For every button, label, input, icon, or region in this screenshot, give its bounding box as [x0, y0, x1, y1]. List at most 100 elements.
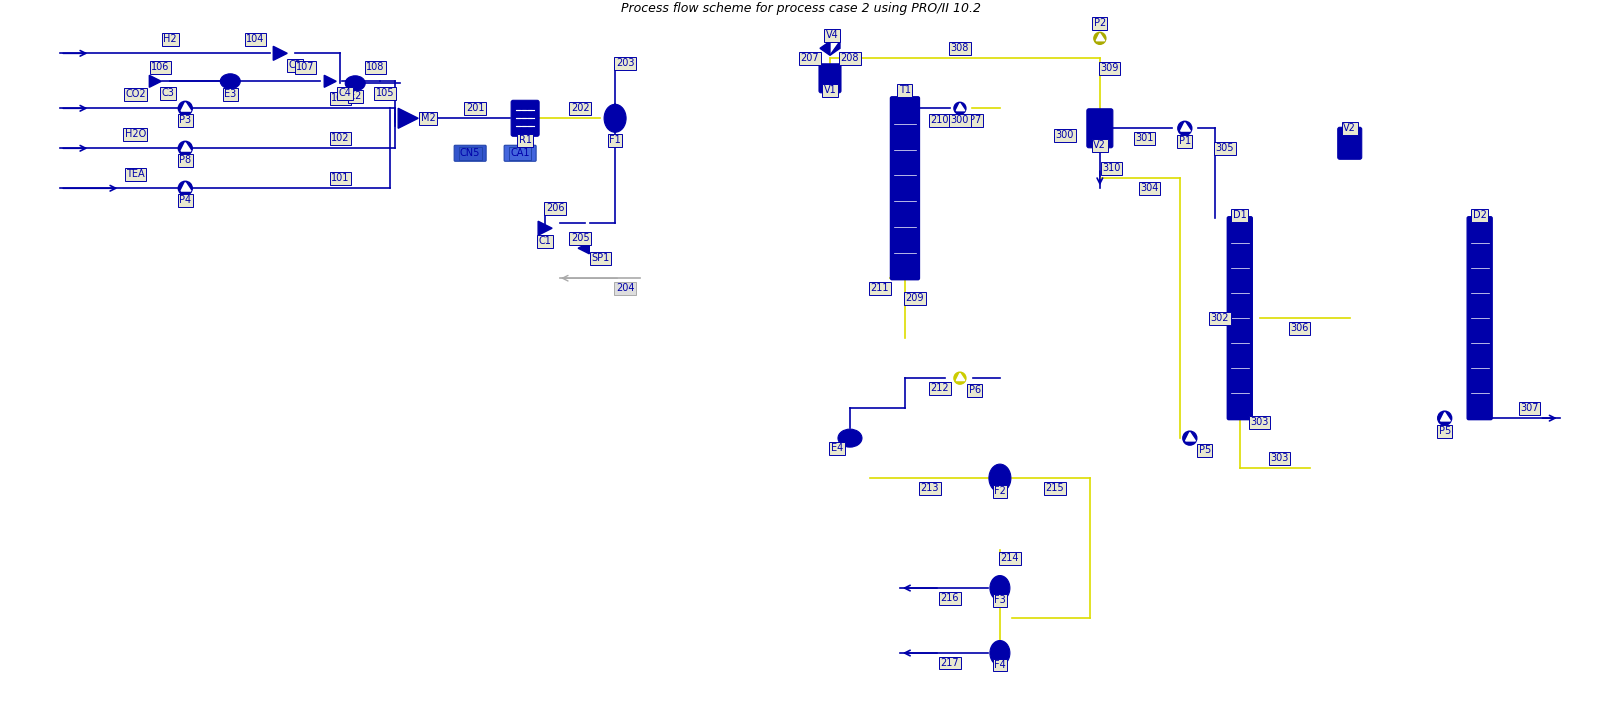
Polygon shape — [821, 42, 830, 55]
Text: E4: E4 — [830, 443, 843, 453]
Text: 307: 307 — [1520, 403, 1539, 413]
Text: C3: C3 — [162, 88, 175, 98]
Polygon shape — [273, 47, 287, 60]
Text: E2: E2 — [349, 91, 361, 101]
Text: C2: C2 — [289, 60, 301, 70]
Text: P3: P3 — [180, 116, 191, 125]
Text: 215: 215 — [1045, 483, 1064, 493]
Text: 210: 210 — [931, 116, 949, 125]
Text: CA1: CA1 — [510, 149, 531, 158]
Ellipse shape — [604, 104, 627, 132]
Circle shape — [1438, 411, 1452, 425]
Polygon shape — [579, 243, 590, 254]
Text: V1: V1 — [824, 85, 837, 95]
Circle shape — [178, 101, 192, 116]
FancyBboxPatch shape — [1467, 217, 1492, 419]
Ellipse shape — [991, 576, 1010, 600]
Ellipse shape — [838, 429, 862, 447]
Text: P7: P7 — [968, 116, 981, 125]
Text: Process flow scheme for process case 2 using PRO/II 10.2: Process flow scheme for process case 2 u… — [620, 2, 981, 15]
FancyBboxPatch shape — [890, 97, 920, 280]
Text: 205: 205 — [571, 233, 590, 243]
Text: 300: 300 — [951, 116, 970, 125]
Text: C4: C4 — [338, 88, 351, 98]
Text: 300: 300 — [1056, 130, 1074, 140]
Text: 303: 303 — [1271, 453, 1289, 463]
FancyBboxPatch shape — [454, 145, 486, 162]
Ellipse shape — [989, 464, 1011, 492]
Text: 204: 204 — [616, 283, 635, 293]
FancyBboxPatch shape — [1228, 217, 1252, 419]
Polygon shape — [181, 182, 191, 191]
Circle shape — [1093, 32, 1106, 45]
Text: P5: P5 — [1438, 426, 1451, 436]
Text: 209: 209 — [906, 293, 925, 303]
FancyBboxPatch shape — [1087, 109, 1112, 148]
Text: 216: 216 — [941, 593, 959, 603]
Text: V4: V4 — [826, 30, 838, 40]
Text: 208: 208 — [840, 53, 859, 63]
Text: 304: 304 — [1141, 183, 1159, 193]
FancyBboxPatch shape — [503, 145, 535, 162]
Polygon shape — [539, 221, 551, 236]
Polygon shape — [957, 373, 965, 381]
Text: D2: D2 — [1473, 210, 1486, 220]
Text: 302: 302 — [1210, 313, 1230, 323]
Polygon shape — [1186, 432, 1196, 441]
Circle shape — [954, 372, 967, 384]
Text: T1: T1 — [899, 85, 911, 95]
Text: F2: F2 — [994, 486, 1005, 496]
Text: TEA: TEA — [127, 169, 144, 180]
Text: 108: 108 — [365, 62, 385, 73]
Text: E3: E3 — [224, 89, 236, 99]
Polygon shape — [830, 42, 840, 55]
Polygon shape — [1096, 34, 1104, 41]
Text: F1: F1 — [609, 135, 620, 145]
Text: 211: 211 — [870, 283, 890, 293]
Text: M2: M2 — [422, 113, 436, 123]
Text: 309: 309 — [1101, 63, 1119, 73]
Text: 107: 107 — [297, 62, 314, 73]
Text: P1: P1 — [1178, 136, 1191, 146]
Text: 203: 203 — [616, 58, 635, 68]
Text: CO2: CO2 — [125, 89, 146, 99]
Ellipse shape — [220, 74, 240, 89]
Text: 303: 303 — [1250, 417, 1270, 427]
Ellipse shape — [991, 640, 1010, 666]
Circle shape — [1183, 431, 1197, 445]
Text: 105: 105 — [377, 88, 394, 98]
Text: 217: 217 — [941, 658, 959, 668]
Text: 202: 202 — [571, 103, 590, 113]
Text: 310: 310 — [1103, 163, 1120, 173]
Text: 213: 213 — [920, 483, 939, 493]
Polygon shape — [398, 108, 418, 129]
Text: H2: H2 — [164, 34, 176, 45]
Text: P6: P6 — [968, 385, 981, 395]
FancyBboxPatch shape — [511, 101, 539, 136]
Text: D1: D1 — [1233, 210, 1247, 220]
Text: P8: P8 — [180, 155, 191, 165]
Text: CN5: CN5 — [460, 149, 481, 158]
Text: 102: 102 — [330, 134, 349, 144]
Text: P2: P2 — [1093, 19, 1106, 28]
Polygon shape — [957, 103, 965, 111]
Text: 308: 308 — [951, 43, 970, 53]
Text: V2: V2 — [1093, 140, 1106, 150]
Text: 106: 106 — [151, 62, 170, 73]
Text: V2: V2 — [1343, 123, 1356, 134]
Ellipse shape — [345, 76, 365, 90]
Text: F3: F3 — [994, 595, 1005, 605]
Text: 207: 207 — [800, 53, 819, 63]
Text: 206: 206 — [547, 203, 564, 213]
Polygon shape — [1441, 413, 1451, 421]
Polygon shape — [149, 75, 162, 88]
Text: 212: 212 — [931, 383, 949, 393]
Text: C1: C1 — [539, 236, 551, 246]
Polygon shape — [1181, 123, 1191, 131]
Polygon shape — [324, 75, 337, 88]
Text: 305: 305 — [1215, 144, 1234, 153]
Text: P5: P5 — [1199, 445, 1210, 455]
Text: F4: F4 — [994, 660, 1005, 670]
Text: P4: P4 — [180, 195, 191, 205]
FancyBboxPatch shape — [819, 64, 842, 93]
